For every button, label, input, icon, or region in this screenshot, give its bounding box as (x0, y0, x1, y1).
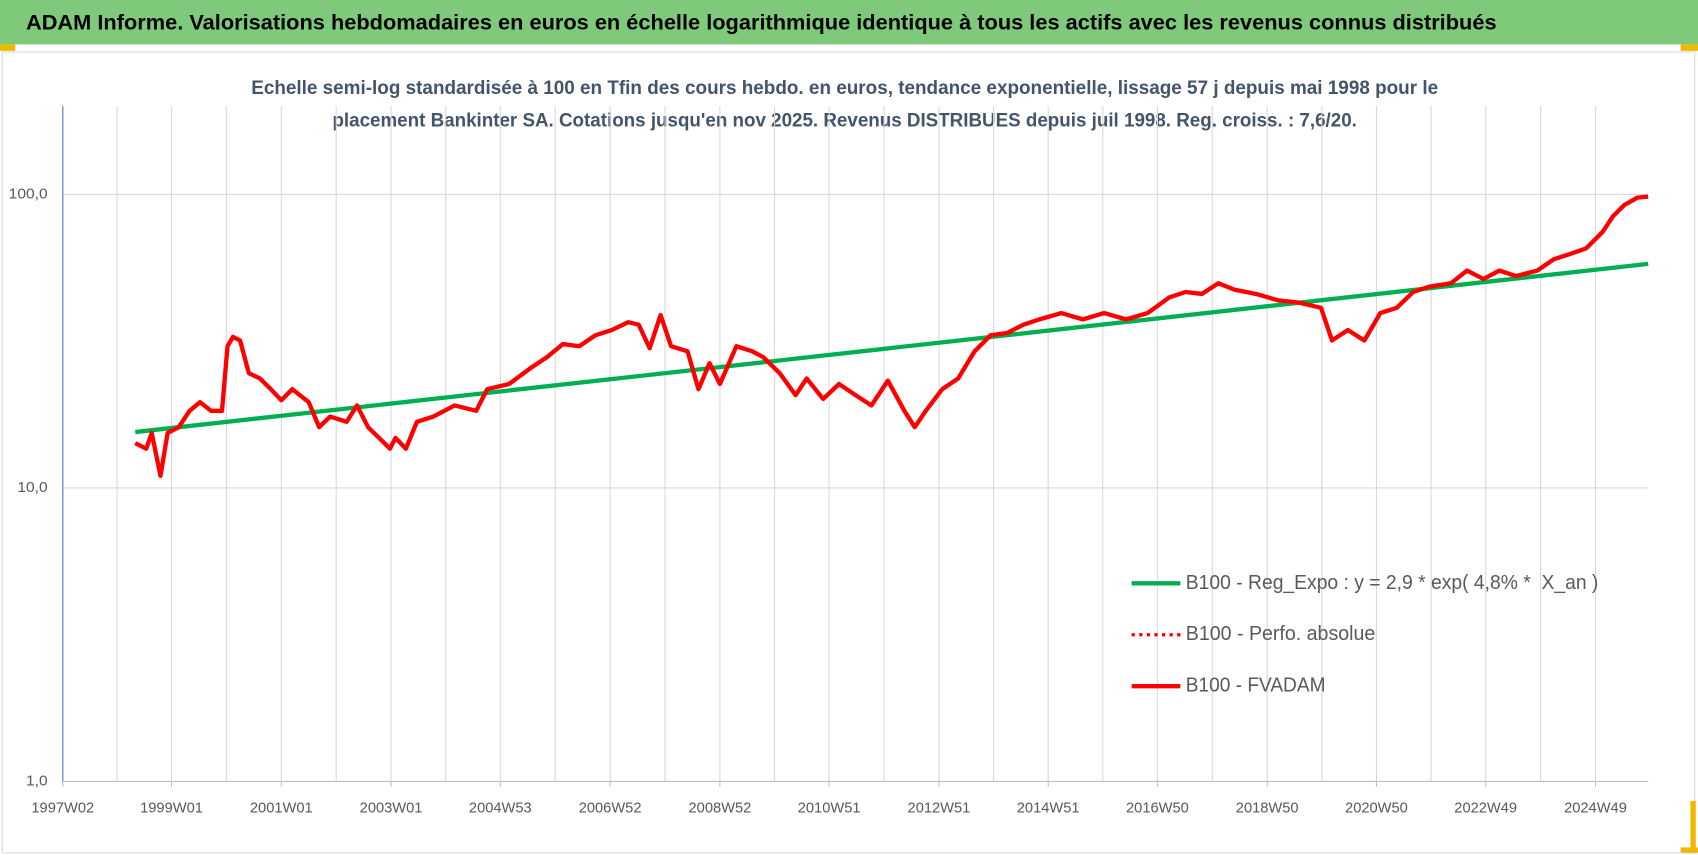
x-tick-label: 2003W01 (360, 799, 423, 816)
legend-label: B100 - Reg_Expo : y = 2,9 * exp( 4,8% * … (1186, 571, 1599, 594)
y-tick-label: 10,0 (17, 479, 47, 496)
x-tick-label: 2010W51 (798, 799, 861, 816)
y-tick-label: 100,0 (9, 185, 48, 202)
corner-mark (1690, 800, 1696, 853)
x-tick-label: 2018W50 (1236, 799, 1299, 816)
x-tick-label: 2004W53 (469, 799, 532, 816)
plot-area: 1,0 10,0 100,0 1997W02 1999W01 2001W01 2003W01… (9, 106, 1649, 816)
x-tick-label: 2020W50 (1345, 799, 1408, 816)
legend-label: B100 - FVADAM (1186, 674, 1326, 697)
y-tick-label: 1,0 (26, 772, 48, 789)
x-tick-label: 2012W51 (908, 799, 971, 816)
x-tick-label: 2016W50 (1126, 799, 1189, 816)
series-line (135, 261, 1649, 435)
x-tick-label: 2006W52 (579, 799, 642, 816)
x-tick-label: 2008W52 (689, 799, 752, 816)
corner-mark (0, 44, 16, 51)
x-tick-label: 2014W51 (1017, 799, 1080, 816)
chart-title: placement Bankinter SA. Cotations jusqu'… (332, 109, 1356, 131)
series-line (134, 194, 1649, 478)
header-title: ADAM Informe. Valorisations hebdomadaire… (26, 10, 1497, 35)
x-tick-label: 2001W01 (250, 799, 313, 816)
chart-border (1, 51, 1696, 854)
x-tick-label: 2022W49 (1454, 799, 1517, 816)
legend-label: B100 - Perfo. absolue (1186, 622, 1376, 645)
x-tick-label: 1997W02 (31, 799, 94, 816)
x-tick-label: 2024W49 (1564, 799, 1627, 816)
x-tick-label: 1999W01 (140, 799, 203, 816)
chart-title: Echelle semi-log standardisée à 100 en T… (251, 77, 1438, 99)
header-bar (0, 0, 1698, 45)
corner-mark (1680, 847, 1698, 853)
corner-mark (1680, 44, 1698, 51)
